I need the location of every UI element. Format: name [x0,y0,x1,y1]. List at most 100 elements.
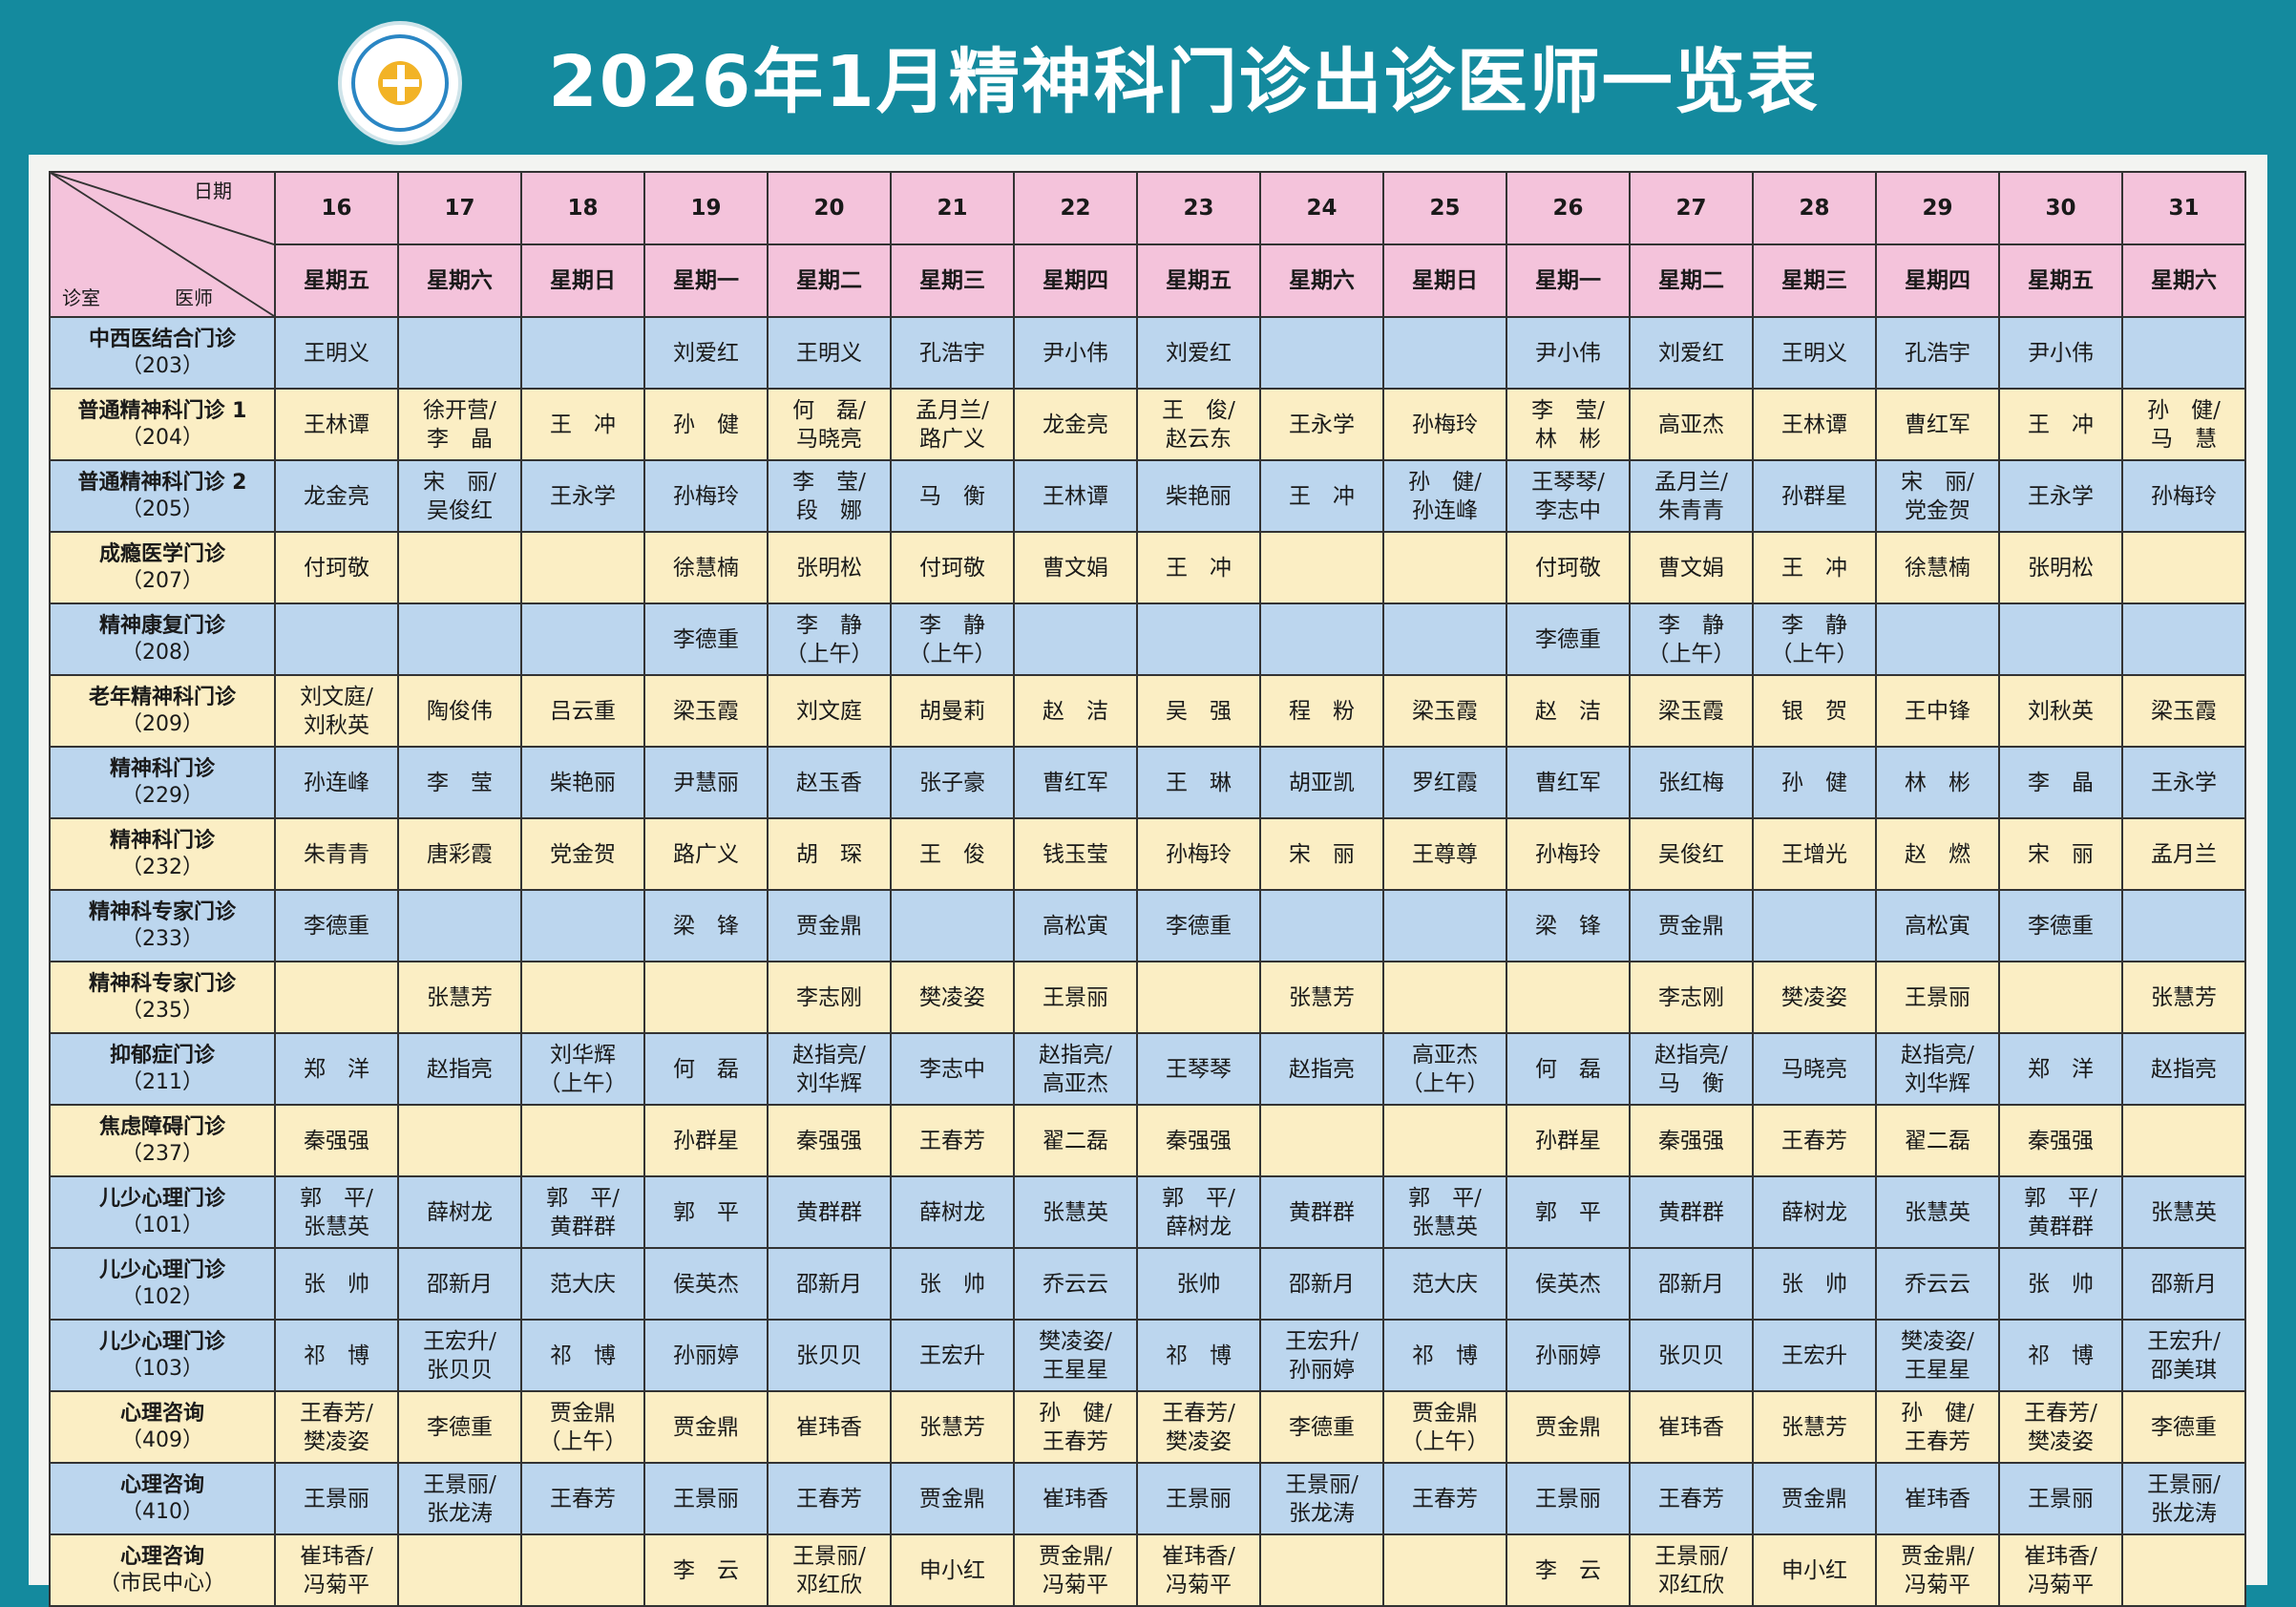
doctor-cell [397,316,522,390]
doctor-cell [1259,603,1384,676]
doctor-cell [274,603,399,676]
clinic-row: 焦虑障碍门诊 （237） 秦强强 孙群星 秦强强 王春芳 翟二磊 秦强强 孙群星 秦强强 王春芳 翟二… [49,1104,2246,1177]
doctor-cell: 孙 健/ 王春芳 [1013,1390,1138,1464]
doctor-cell: 樊凌姿 [1752,961,1877,1034]
doctor-cell: 崔玮香 [1013,1462,1138,1535]
doctor-cell: 范大庆 [1382,1247,1507,1321]
doctor-cell: 崔玮香/ 冯菊平 [274,1533,399,1607]
doctor-cell: 王景丽 [1506,1462,1631,1535]
doctor-cell: 曹文娟 [1629,531,1754,604]
clinic-name-cell: 心理咨询 （市民中心） [49,1533,276,1607]
doctor-cell: 孙梅玲 [2121,459,2246,533]
doctor-cell [520,531,645,604]
doctor-cell: 曹红军 [1506,746,1631,819]
clinic-name: 心理咨询 [119,1544,204,1569]
clinic-row: 老年精神科门诊 （209） 刘文庭/ 刘秋英 陶俊伟 吕云重 梁玉霞 刘文庭 胡曼莉赵 洁吴 … [49,674,2246,748]
doctor-cell: 徐慧楠 [1875,531,2000,604]
doctor-cell: 李 静 （上午） [1629,603,1754,676]
doctor-cell: 张 帅 [274,1247,399,1321]
doctor-cell [1382,603,1507,676]
clinic-room: （211） [121,1069,203,1094]
doctor-cell [1259,531,1384,604]
doctor-cell: 王永学 [2121,746,2246,819]
doctor-cell: 张 帅 [1752,1247,1877,1321]
doctor-cell: 郭 平 [643,1175,769,1249]
clinic-name-cell: 精神科门诊 （232） [49,817,276,891]
doctor-cell: 孟月兰/ 朱青青 [1629,459,1754,533]
doctor-cell [2121,889,2246,962]
doctor-cell: 孙梅玲 [1136,817,1261,891]
doctor-cell [397,603,522,676]
doctor-cell [397,1104,522,1177]
doctor-cell: 马 衡 [890,459,1015,533]
clinic-name: 心理咨询 [119,1472,204,1497]
doctor-cell [2121,603,2246,676]
doctor-cell: 马晓亮 [1752,1032,1877,1106]
doctor-cell: 张慧英 [2121,1175,2246,1249]
doctor-cell: 李德重 [1136,889,1261,962]
date-header-cell: 29 [1875,171,2000,245]
doctor-cell: 李德重 [1998,889,2123,962]
logo-cross-bar [383,79,419,87]
doctor-cell: 王 俊 [890,817,1015,891]
doctor-cell: 张明松 [767,531,892,604]
clinic-room: （205） [121,497,203,521]
doctor-cell: 郑 洋 [1998,1032,2123,1106]
doctor-cell: 王景丽/ 张龙涛 [397,1462,522,1535]
doctor-cell: 王永学 [1998,459,2123,533]
doctor-cell [1998,961,2123,1034]
clinic-name-cell: 精神科专家门诊 （233） [49,889,276,962]
doctor-cell: 龙金亮 [274,459,399,533]
doctor-cell: 王景丽/ 张龙涛 [1259,1462,1384,1535]
doctor-cell: 郭 平/ 黄群群 [520,1175,645,1249]
doctor-cell: 王 冲 [520,388,645,461]
doctor-cell [1752,889,1877,962]
doctor-cell [1259,1533,1384,1607]
doctor-cell: 贾金鼎 [643,1390,769,1464]
doctor-cell: 张帅 [1136,1247,1261,1321]
doctor-cell: 孟月兰 [2121,817,2246,891]
doctor-cell: 翟二磊 [1875,1104,2000,1177]
weekday-header-cell: 星期六 [397,243,522,318]
doctor-cell: 王春芳 [767,1462,892,1535]
date-header-cell: 22 [1013,171,1138,245]
doctor-cell: 王春芳/ 樊凌姿 [1136,1390,1261,1464]
doctor-cell: 孙梅玲 [1382,388,1507,461]
doctor-cell: 张贝贝 [767,1319,892,1392]
doctor-cell: 张慧芳 [1259,961,1384,1034]
clinic-name-cell: 精神科专家门诊 （235） [49,961,276,1034]
doctor-cell: 赵指亮 [1259,1032,1384,1106]
clinic-name: 焦虑障碍门诊 [98,1114,225,1139]
doctor-cell: 王林谭 [1013,459,1138,533]
doctor-cell: 李 莹 [397,746,522,819]
doctor-cell: 郭 平/ 张慧英 [1382,1175,1507,1249]
doctor-cell: 徐慧楠 [643,531,769,604]
clinic-name: 老年精神科门诊 [88,685,236,709]
doctor-cell: 王中锋 [1875,674,2000,748]
doctor-cell: 刘爱红 [643,316,769,390]
clinic-name: 儿少心理门诊 [98,1329,225,1354]
doctor-cell: 付珂敬 [274,531,399,604]
doctor-cell: 秦强强 [274,1104,399,1177]
doctor-cell: 王春芳 [520,1462,645,1535]
doctor-cell: 崔玮香 [767,1390,892,1464]
doctor-cell: 张慧芳 [890,1390,1015,1464]
doctor-cell: 刘文庭 [767,674,892,748]
doctor-cell [520,1533,645,1607]
doctor-cell: 党金贺 [520,817,645,891]
doctor-cell: 秦强强 [1629,1104,1754,1177]
clinic-name: 抑郁症门诊 [109,1043,215,1068]
clinic-row: 普通精神科门诊 1 （204） 王林谭 徐开营/ 李 晶王 冲孙 健何 磊/ 马晓亮孟… [49,388,2246,461]
doctor-cell: 崔玮香 [1875,1462,2000,1535]
doctor-cell: 宋 丽/ 吴俊红 [397,459,522,533]
doctor-cell: 罗红霞 [1382,746,1507,819]
doctor-cell: 侯英杰 [643,1247,769,1321]
doctor-cell: 郭 平/ 薛树龙 [1136,1175,1261,1249]
doctor-cell: 祁 博 [1382,1319,1507,1392]
doctor-cell [1382,1104,1507,1177]
doctor-cell: 王宏升/ 邵美琪 [2121,1319,2246,1392]
clinic-name-cell: 成瘾医学门诊 （207） [49,531,276,604]
clinic-name: 普通精神科门诊 2 [77,470,247,495]
doctor-cell: 崔玮香 [1629,1390,1754,1464]
clinic-name-cell: 儿少心理门诊 （101） [49,1175,276,1249]
